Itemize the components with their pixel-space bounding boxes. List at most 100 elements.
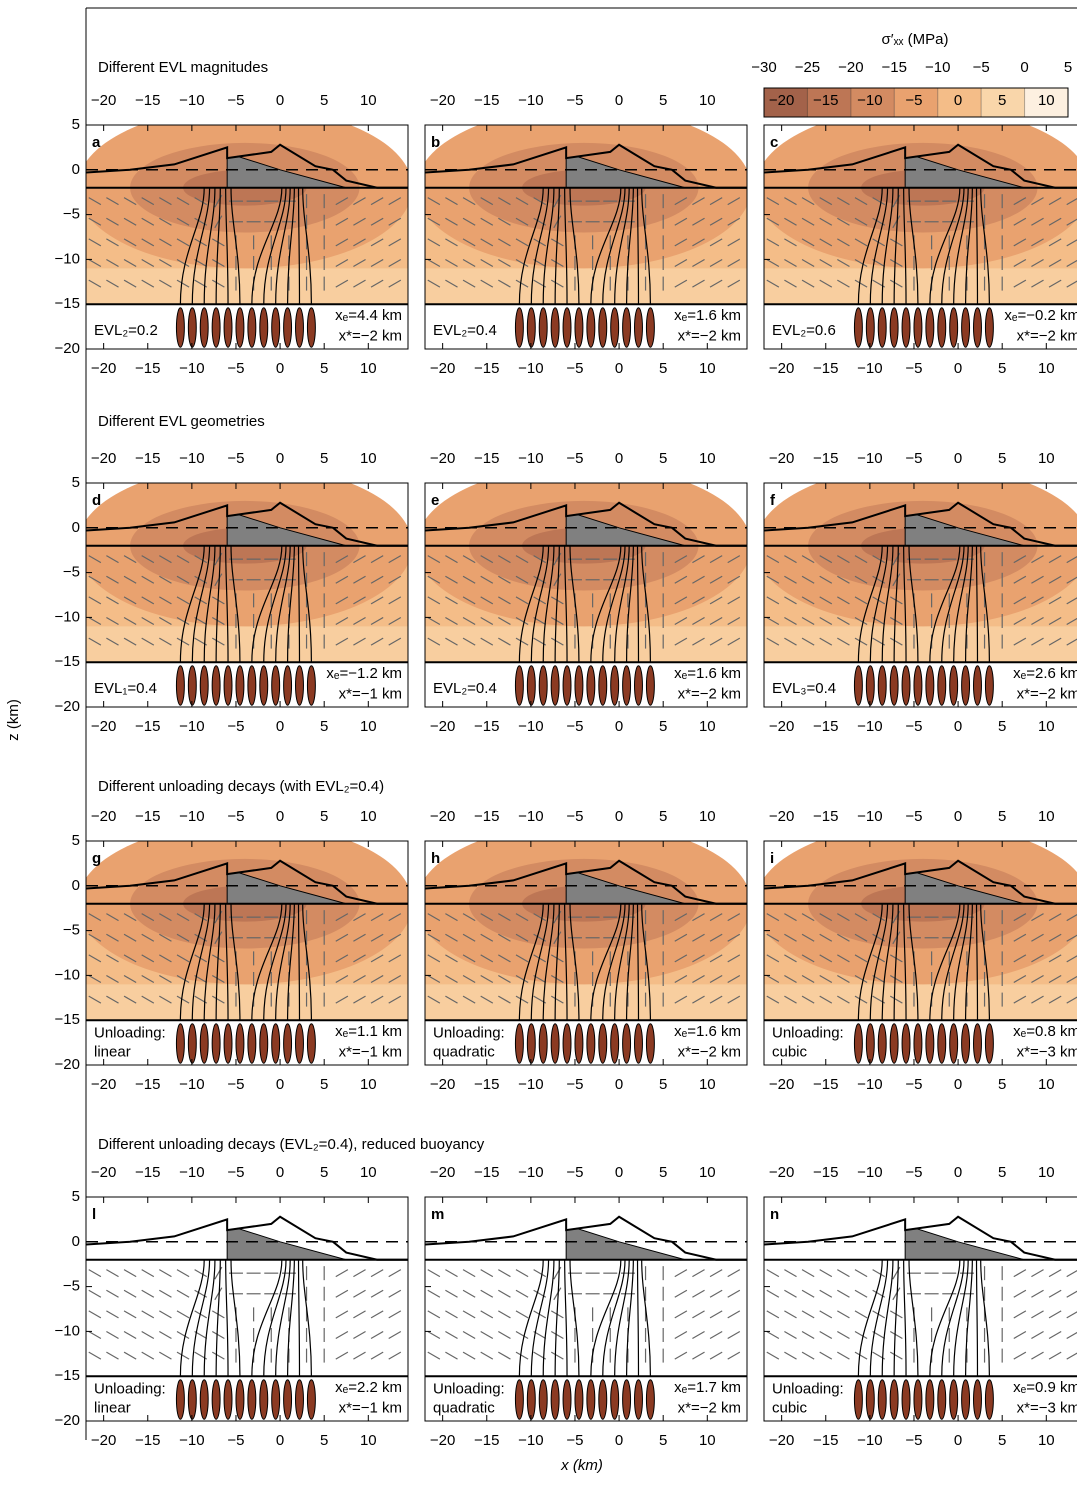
colorbar-tick-label: −10	[925, 59, 950, 76]
dike	[212, 666, 220, 705]
x-tick-label: −15	[135, 808, 160, 825]
stress-dash	[498, 1290, 510, 1297]
streamline	[977, 1260, 978, 1376]
stress-dash	[428, 1270, 440, 1277]
x-tick-label: 5	[320, 718, 328, 735]
x-tick-label: 0	[954, 450, 962, 467]
x-tick-label: −5	[227, 808, 244, 825]
x-tick-label: −15	[135, 1432, 160, 1449]
stress-dash	[767, 1270, 779, 1277]
stress-dash	[820, 1331, 832, 1338]
stress-dash	[820, 1352, 832, 1359]
dike	[296, 308, 304, 347]
stress-dash	[336, 1331, 348, 1338]
x-tick-label: −5	[227, 450, 244, 467]
x-tick-label: −20	[430, 1076, 455, 1093]
stress-dash	[89, 1331, 101, 1338]
dike	[950, 666, 958, 705]
dike	[599, 1380, 607, 1419]
stress-dash	[1049, 1331, 1061, 1338]
stress-dash	[554, 1288, 561, 1300]
x-tick-label: −5	[227, 718, 244, 735]
stress-dash	[124, 1352, 136, 1359]
stress-dash	[551, 1331, 563, 1338]
dike	[646, 1380, 654, 1419]
x-tick-label: 0	[276, 450, 284, 467]
colorbar-tick-label: −30	[751, 59, 776, 76]
panel-note: Unloading:	[772, 1381, 844, 1398]
dike	[236, 308, 244, 347]
x-tick-label: −20	[769, 1076, 794, 1093]
stress-dash	[142, 1311, 154, 1318]
x-tick-label: 10	[699, 718, 716, 735]
dike	[902, 1380, 910, 1419]
x-tick-label: 0	[276, 808, 284, 825]
x-tick-label: −10	[518, 450, 543, 467]
stress-dash	[445, 1352, 457, 1359]
dike	[307, 1024, 315, 1063]
y-tick-label: −5	[63, 1278, 80, 1295]
edifice	[227, 1228, 346, 1259]
dike	[866, 1380, 874, 1419]
dike	[611, 1380, 619, 1419]
dike	[272, 1380, 280, 1419]
dike	[635, 666, 643, 705]
y-tick-label: −5	[63, 564, 80, 581]
stress-dash	[837, 1311, 849, 1318]
dike	[866, 308, 874, 347]
panel: gUnloading:linearxₑ=1.1 kmx*=−1 km−20−20…	[55, 808, 413, 1093]
dike	[527, 1380, 535, 1419]
stress-dash	[767, 1311, 779, 1318]
stress-dash	[767, 1331, 779, 1338]
dike	[938, 1024, 946, 1063]
x-tick-label: −15	[474, 1432, 499, 1449]
stress-dash	[463, 1270, 475, 1277]
stress-dash	[89, 1290, 101, 1297]
stress-dash	[1067, 1270, 1077, 1277]
dike	[599, 1024, 607, 1063]
stress-dash	[498, 1331, 510, 1338]
streamline	[930, 1260, 960, 1376]
x-tick-label: −5	[905, 808, 922, 825]
stress-band	[764, 268, 1077, 304]
x-tick-label: 0	[276, 360, 284, 377]
y-tick-label: 0	[72, 877, 80, 894]
stress-dash	[159, 1311, 171, 1318]
stress-dash	[1067, 1311, 1077, 1318]
stress-dash	[463, 1352, 475, 1359]
panel-label: e	[431, 492, 439, 509]
x-tick-label: 5	[998, 92, 1006, 109]
stress-dash	[336, 1352, 348, 1359]
dike	[575, 1024, 583, 1063]
dike	[212, 1380, 220, 1419]
x-tick-label: −15	[813, 360, 838, 377]
x-tick-label: −5	[566, 1076, 583, 1093]
x-tick-label: −10	[518, 1076, 543, 1093]
panel-note: Unloading:	[772, 1025, 844, 1042]
dike	[284, 1380, 292, 1419]
x-tick-label: −10	[857, 360, 882, 377]
x-tick-label: 0	[276, 1076, 284, 1093]
dike	[985, 308, 993, 347]
stress-dash	[389, 1290, 401, 1297]
y-tick-label: 5	[72, 116, 80, 133]
stress-dash	[1049, 1270, 1061, 1277]
dike	[248, 308, 256, 347]
dike	[176, 308, 184, 347]
dike	[284, 308, 292, 347]
x-tick-label: −20	[91, 808, 116, 825]
panel-label: d	[92, 492, 101, 509]
x-tick-label: 10	[360, 1432, 377, 1449]
stress-dash	[1067, 1331, 1077, 1338]
panel-label: m	[431, 1206, 444, 1223]
stress-dash	[820, 1311, 832, 1318]
x-tick-label: −20	[769, 1432, 794, 1449]
x-tick-label: 10	[699, 808, 716, 825]
panel-label: g	[92, 850, 101, 867]
stress-dash	[855, 1352, 867, 1359]
stress-dash	[106, 1352, 118, 1359]
x-tick-label: 10	[1038, 718, 1055, 735]
dike	[224, 666, 232, 705]
x-tick-label: 5	[659, 1432, 667, 1449]
y-tick-label: −15	[55, 1011, 80, 1028]
